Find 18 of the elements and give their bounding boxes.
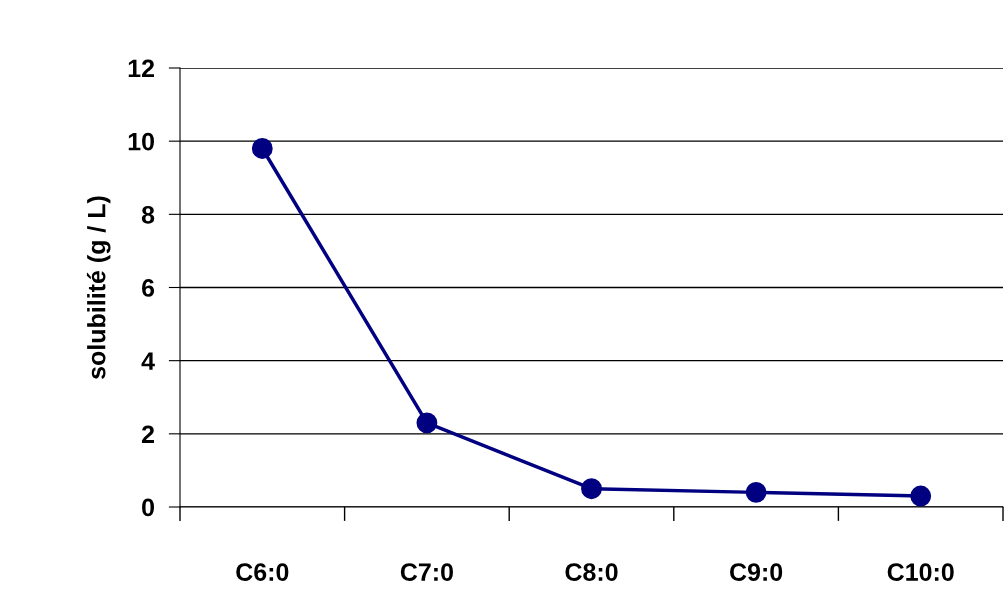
y-tick-label: 10 (128, 132, 154, 151)
x-tick-label: C9:0 (730, 563, 783, 581)
point (910, 485, 932, 507)
x-tick-label: C8:0 (565, 563, 618, 581)
y-tick-label: 2 (141, 425, 154, 443)
point (581, 478, 602, 500)
point (251, 138, 273, 159)
y-axis-title: solubilité (g / L) (86, 196, 111, 379)
y-tick-label: 6 (142, 279, 155, 297)
y-tick-label: 8 (141, 205, 155, 224)
point (745, 481, 767, 503)
x-tick-label: C7:0 (400, 563, 453, 581)
x-tick-label: C10:0 (887, 563, 954, 581)
y-tick-label: 0 (142, 498, 154, 517)
y-tick-label: 12 (128, 59, 154, 78)
point (416, 412, 438, 434)
x-tick-label: C6:0 (236, 563, 289, 581)
y-tick-label: 4 (141, 352, 155, 370)
